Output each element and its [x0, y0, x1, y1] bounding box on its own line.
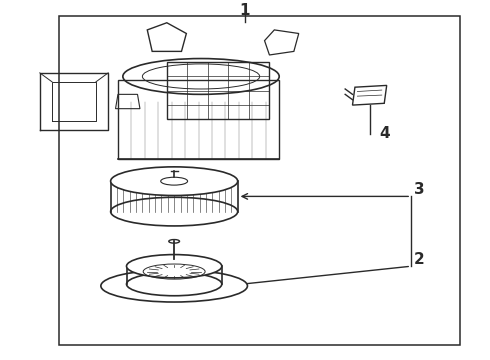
Text: 1: 1 [240, 3, 250, 18]
Ellipse shape [161, 177, 188, 185]
Text: 4: 4 [379, 126, 390, 141]
Ellipse shape [111, 197, 238, 226]
Ellipse shape [126, 255, 222, 278]
Text: 2: 2 [414, 252, 425, 267]
Text: 3: 3 [414, 183, 425, 197]
Ellipse shape [101, 270, 247, 302]
Ellipse shape [111, 167, 238, 195]
Bar [59, 15, 460, 345]
Ellipse shape [126, 273, 222, 296]
